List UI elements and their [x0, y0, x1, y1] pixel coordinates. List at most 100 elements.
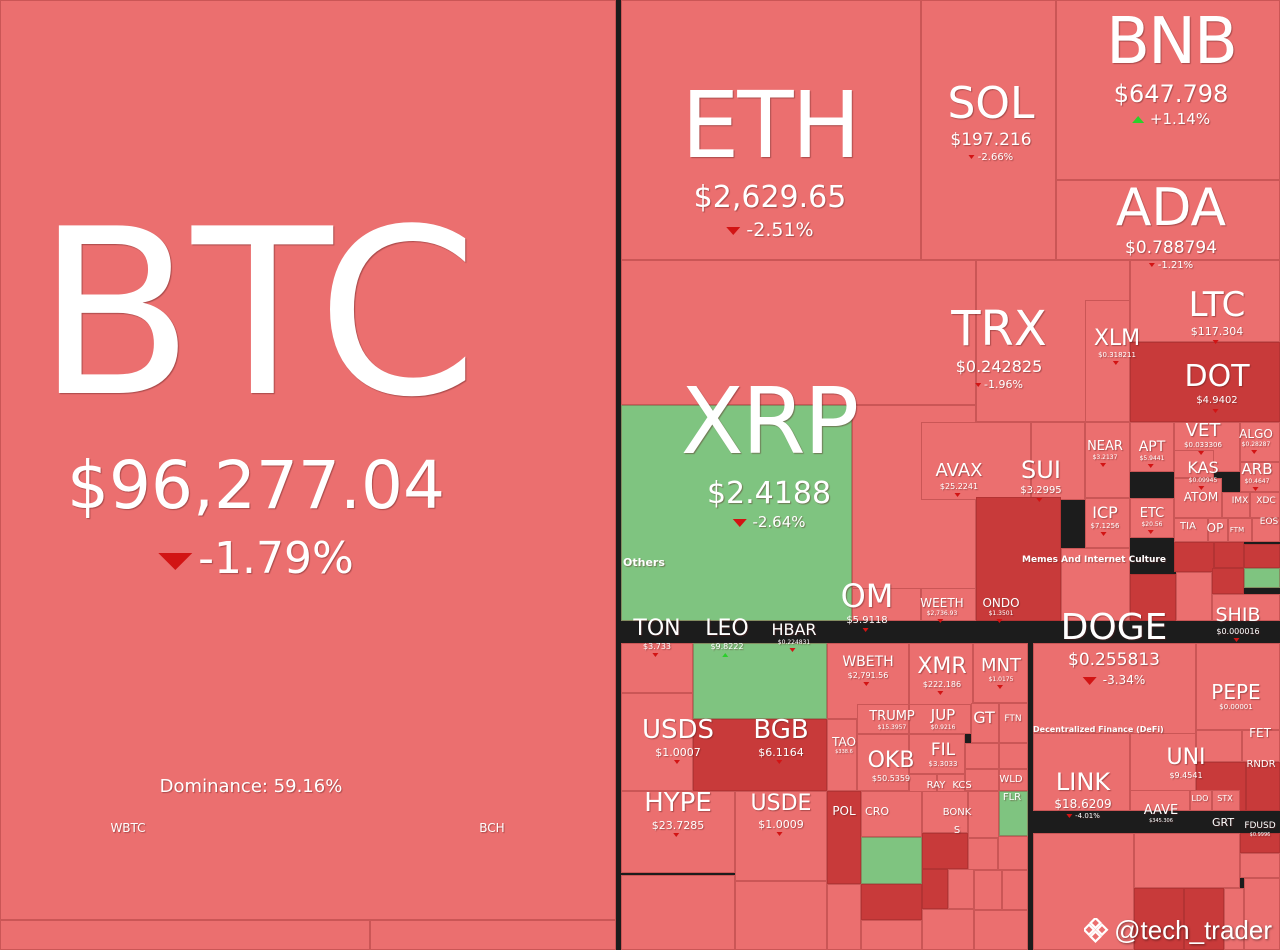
tile-bnb[interactable]: [1056, 0, 1280, 180]
tile[interactable]: [861, 920, 922, 950]
tile[interactable]: [0, 920, 370, 950]
tile-trump[interactable]: [857, 704, 909, 734]
tile[interactable]: [861, 884, 922, 920]
symbol-label: HBAR: [771, 620, 817, 639]
tile-apt[interactable]: [1130, 422, 1174, 472]
price-label: $3.2995: [1020, 485, 1062, 496]
tile-xrp[interactable]: [621, 405, 852, 621]
tile[interactable]: [1002, 870, 1028, 910]
tile[interactable]: [1130, 574, 1176, 621]
tile-gt[interactable]: [971, 703, 999, 743]
tile[interactable]: [922, 909, 974, 950]
change-value: -3.34%: [1102, 673, 1146, 687]
tile-bgb[interactable]: [693, 719, 827, 791]
tile-dot[interactable]: [1130, 342, 1280, 422]
symbol-label: XMR: [917, 654, 967, 679]
tile[interactable]: [1214, 542, 1244, 568]
tile-jup[interactable]: [909, 704, 971, 734]
tile[interactable]: [1061, 548, 1130, 621]
tile-wld[interactable]: [999, 769, 1028, 791]
tile-ada[interactable]: [1056, 180, 1280, 260]
tile[interactable]: [1184, 888, 1224, 950]
tile-usds[interactable]: [621, 693, 693, 791]
tile-op[interactable]: [1208, 518, 1228, 542]
symbol-label: USDS: [641, 715, 715, 745]
tile[interactable]: [965, 769, 999, 791]
tile-kas[interactable]: [1174, 450, 1214, 478]
tile[interactable]: [1244, 568, 1280, 588]
tile[interactable]: [1196, 730, 1242, 762]
tile-flr[interactable]: [999, 791, 1028, 836]
tile-stx[interactable]: [1212, 790, 1240, 811]
tile-tia[interactable]: [1174, 518, 1208, 542]
price-label: $2,629.65: [693, 180, 847, 215]
tile-okb[interactable]: [857, 734, 909, 791]
tile-label-eos: EOS: [1260, 518, 1278, 527]
change-label: -2.64%: [681, 515, 857, 530]
tile[interactable]: [999, 743, 1028, 769]
tile[interactable]: [370, 920, 616, 950]
tile[interactable]: [1176, 572, 1212, 621]
tile[interactable]: [1174, 542, 1214, 572]
tile[interactable]: [974, 870, 1002, 910]
tile[interactable]: [968, 838, 998, 870]
tile[interactable]: [1134, 833, 1240, 888]
tile-imx[interactable]: [1222, 492, 1250, 518]
tile-ondo[interactable]: [976, 497, 1061, 621]
symbol-label: AVAX: [935, 460, 983, 481]
tile[interactable]: [968, 791, 999, 838]
tile-pepe[interactable]: [1196, 643, 1280, 730]
tile-btc[interactable]: [0, 0, 616, 920]
tile-bonk[interactable]: [922, 791, 968, 833]
tile-aave[interactable]: [1130, 790, 1190, 811]
tile-label-ltc: LTC $117.304: [1189, 288, 1245, 345]
tile[interactable]: [621, 875, 735, 950]
tile-pol[interactable]: [827, 791, 861, 884]
tile-sol[interactable]: [921, 0, 1056, 260]
tile-fil[interactable]: [909, 734, 965, 774]
tile-xlm[interactable]: [1085, 300, 1130, 422]
tile-eth[interactable]: [621, 0, 921, 260]
tile-cro[interactable]: [861, 791, 922, 837]
down-triangle-icon: [1100, 463, 1107, 467]
tile[interactable]: [998, 836, 1028, 870]
tile-mnt[interactable]: [973, 643, 1028, 703]
symbol-label: FTM: [1229, 526, 1245, 534]
tile-near[interactable]: [1085, 422, 1130, 498]
symbol-label: BCH: [479, 821, 505, 835]
tile-s[interactable]: [922, 833, 968, 869]
tile-weeth[interactable]: [921, 588, 976, 621]
symbol-label: RNDR: [1246, 759, 1276, 770]
tile[interactable]: [1244, 544, 1280, 568]
tile-tao[interactable]: [827, 719, 857, 791]
tile-algo[interactable]: [1240, 422, 1280, 462]
tile-arb[interactable]: [1240, 462, 1280, 492]
tile[interactable]: [948, 869, 974, 909]
tile-ftm[interactable]: [1228, 518, 1252, 542]
tile-om[interactable]: [852, 588, 921, 621]
tile-link[interactable]: [1033, 733, 1130, 811]
tile-usde[interactable]: [735, 791, 827, 881]
tile[interactable]: [922, 869, 948, 909]
tile[interactable]: [861, 837, 922, 884]
tile-ftn[interactable]: [999, 703, 1028, 743]
tile[interactable]: [965, 743, 999, 769]
tile-hype[interactable]: [621, 791, 735, 873]
tile[interactable]: [621, 260, 976, 405]
tile[interactable]: [1134, 888, 1184, 950]
tile-label-arb: ARB $0.4647: [1242, 462, 1272, 491]
tile-icp[interactable]: [1085, 498, 1130, 548]
tile[interactable]: [827, 884, 861, 950]
tile-atom[interactable]: [1174, 478, 1222, 518]
tile-avax[interactable]: [921, 422, 1031, 500]
tile[interactable]: [1212, 568, 1244, 594]
tile[interactable]: [1240, 853, 1280, 878]
tile-sui[interactable]: [1031, 422, 1085, 500]
tile[interactable]: [974, 910, 1028, 950]
tile-ldo[interactable]: [1190, 790, 1212, 811]
tile[interactable]: [1246, 762, 1280, 811]
tile-ton[interactable]: [621, 643, 693, 693]
tile-leo[interactable]: [693, 643, 827, 719]
symbol-label: WBTC: [110, 821, 146, 835]
tile[interactable]: [735, 881, 827, 950]
